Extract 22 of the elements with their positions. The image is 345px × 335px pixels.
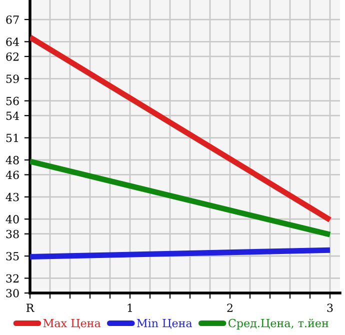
y-tick-label: 32 [6,274,18,283]
x-tick-label: 3 [327,304,333,312]
x-tick-label: 1 [128,304,132,312]
legend-label: Max Цена [43,319,101,329]
y-tick-label: 46 [6,170,19,180]
y-tick-label: 35 [6,252,19,260]
y-tick-label: 30 [6,288,19,298]
y-tick-label: 43 [6,192,19,202]
legend-label: Сред.Цена, т.йен [228,318,328,330]
y-tick-label: 64 [6,38,20,46]
y-tick-label: 38 [6,230,19,238]
y-tick-label: 54 [6,112,20,120]
y-tick-label: 48 [6,156,19,164]
x-tick-label: 2 [227,304,232,312]
x-tick-label: R [26,304,34,312]
y-tick-label: 59 [6,74,19,84]
y-tick-label: 51 [6,134,18,142]
y-tick-label: 67 [6,15,19,24]
y-tick-label: 40 [6,215,19,224]
y-tick-label: 56 [6,96,19,106]
legend-label: Min Цена [136,318,192,329]
y-tick-label: 62 [6,52,18,61]
